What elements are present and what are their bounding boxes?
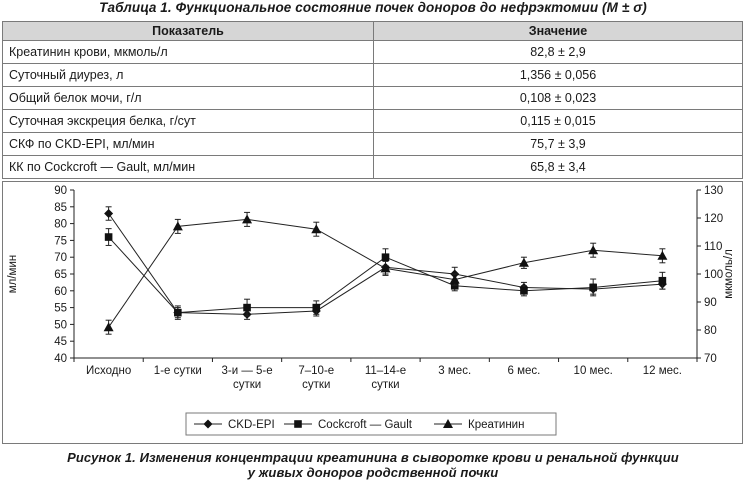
left-axis-tick-label: 65 bbox=[54, 269, 67, 281]
data-point-square bbox=[312, 303, 321, 312]
figure-frame: 40 45 50 55 60 65 70 75 80 85 90 70 80 90 100 110 120 130… bbox=[2, 181, 743, 444]
left-axis-tick-label: 55 bbox=[54, 303, 67, 315]
data-point-triangle bbox=[103, 322, 114, 332]
legend-label: Креатинин bbox=[468, 419, 524, 431]
right-axis-tick-label: 90 bbox=[704, 297, 717, 309]
right-axis-label: мкмоль/л bbox=[723, 249, 735, 299]
row-label: Суточный диурез, л bbox=[2, 63, 374, 87]
x-axis-tick-label: Исходно bbox=[86, 365, 131, 377]
left-axis-tick-label: 45 bbox=[54, 336, 67, 348]
legend-marker-square bbox=[294, 420, 302, 428]
row-label: Общий белок мочи, г/л bbox=[2, 86, 374, 110]
table-row: СКФ по CKD-EPI, мл/мин 75,7 ± 3,9 bbox=[2, 132, 743, 156]
table-row: Общий белок мочи, г/л 0,108 ± 0,023 bbox=[2, 86, 743, 110]
left-axis-tick-label: 60 bbox=[54, 286, 67, 298]
header-parameter: Показатель bbox=[2, 21, 374, 41]
kidney-function-table: Показатель Значение Креатинин крови, мкм… bbox=[2, 21, 743, 179]
data-point-square bbox=[658, 276, 667, 285]
table-row: Суточный диурез, л 1,356 ± 0,056 bbox=[2, 63, 743, 87]
row-label: Суточная экскреция белка, г/сут bbox=[2, 109, 374, 133]
data-point-triangle bbox=[380, 263, 391, 273]
row-value: 82,8 ± 2,9 bbox=[373, 40, 743, 64]
legend-label: Cockcroft — Gault bbox=[318, 419, 413, 431]
legend-marker-diamond bbox=[203, 419, 213, 429]
right-axis-tick-label: 80 bbox=[704, 325, 717, 337]
data-point-triangle bbox=[657, 250, 668, 260]
table-row: Креатинин крови, мкмоль/л 82,8 ± 2,9 bbox=[2, 40, 743, 64]
table-row: КК по Cockcroft — Gault, мл/мин 65,8 ± 3… bbox=[2, 155, 743, 179]
right-axis-tick-label: 120 bbox=[704, 213, 723, 225]
data-point-square bbox=[589, 283, 597, 292]
x-axis-tick-label: 12 мес. bbox=[643, 365, 682, 377]
left-axis-label: мл/мин bbox=[7, 255, 19, 294]
data-point-square bbox=[243, 303, 251, 312]
left-axis-tick-label: 40 bbox=[54, 353, 67, 365]
left-axis-tick-label: 80 bbox=[54, 219, 67, 231]
right-axis-tick-label: 70 bbox=[704, 353, 717, 365]
left-axis-tick-label: 85 bbox=[54, 202, 67, 214]
table-header-row: Показатель Значение bbox=[2, 21, 743, 41]
x-axis-tick-label: 3-и — 5-е bbox=[221, 365, 272, 377]
x-axis-tick-label: сутки bbox=[302, 379, 330, 391]
row-value: 0,108 ± 0,023 bbox=[373, 86, 743, 110]
table-row: Суточная экскреция белка, г/сут 0,115 ± … bbox=[2, 109, 743, 133]
legend-box bbox=[185, 412, 557, 436]
header-value: Значение bbox=[373, 21, 743, 41]
row-value: 75,7 ± 3,9 bbox=[373, 132, 743, 156]
row-label: Креатинин крови, мкмоль/л bbox=[2, 40, 374, 64]
row-label: СКФ по CKD-EPI, мл/мин bbox=[2, 132, 374, 156]
data-point-square bbox=[381, 253, 390, 261]
left-axis-tick-label: 90 bbox=[54, 185, 67, 197]
legend-marker-triangle bbox=[443, 419, 453, 428]
data-point-triangle bbox=[518, 257, 529, 267]
legend-label: CKD-EPI bbox=[228, 419, 275, 431]
x-axis-tick-label: 6 мес. bbox=[508, 365, 541, 377]
left-axis-tick-label: 75 bbox=[54, 235, 67, 247]
table-caption: Таблица 1. Функциональное состояние поче… bbox=[99, 0, 647, 15]
x-axis-tick-label: 10 мес. bbox=[574, 365, 613, 377]
x-axis-tick-label: 1-е сутки bbox=[154, 365, 202, 377]
left-axis-tick-label: 70 bbox=[54, 252, 67, 264]
data-point-square bbox=[450, 281, 459, 290]
left-axis-tick-label: 50 bbox=[54, 319, 67, 331]
data-point-square bbox=[174, 308, 182, 317]
x-axis-tick-label: 11–14-е bbox=[365, 365, 406, 377]
x-axis-tick-label: сутки bbox=[233, 379, 261, 391]
figure-caption: Рисунок 1. Изменения концентрации креати… bbox=[0, 450, 746, 480]
figure-caption-line-2: у живых доноров родственной почки bbox=[247, 465, 499, 480]
right-axis-tick-label: 100 bbox=[704, 269, 723, 281]
row-value: 0,115 ± 0,015 bbox=[373, 109, 743, 133]
data-point-triangle bbox=[311, 224, 322, 234]
data-point-square bbox=[104, 233, 113, 241]
figure-caption-line-1: Рисунок 1. Изменения концентрации креати… bbox=[67, 450, 679, 465]
data-point-square bbox=[520, 287, 528, 295]
x-axis-tick-label: сутки bbox=[371, 379, 399, 391]
data-point-diamond bbox=[104, 209, 114, 219]
right-axis-tick-label: 130 bbox=[704, 185, 723, 197]
data-point-triangle bbox=[172, 221, 183, 231]
x-axis-tick-label: 7–10-е bbox=[298, 365, 334, 377]
data-point-triangle bbox=[242, 214, 253, 224]
data-point-triangle bbox=[588, 245, 599, 255]
right-axis-tick-label: 110 bbox=[704, 241, 722, 253]
row-value: 65,8 ± 3,4 bbox=[373, 155, 743, 179]
row-value: 1,356 ± 0,056 bbox=[373, 63, 743, 87]
x-axis-tick-label: 3 мес. bbox=[438, 365, 471, 377]
row-label: КК по Cockcroft — Gault, мл/мин bbox=[2, 155, 374, 179]
data-point-triangle bbox=[449, 274, 460, 284]
line-chart: 40 45 50 55 60 65 70 75 80 85 90 70 80 90 100 110 120 130… bbox=[7, 185, 735, 436]
